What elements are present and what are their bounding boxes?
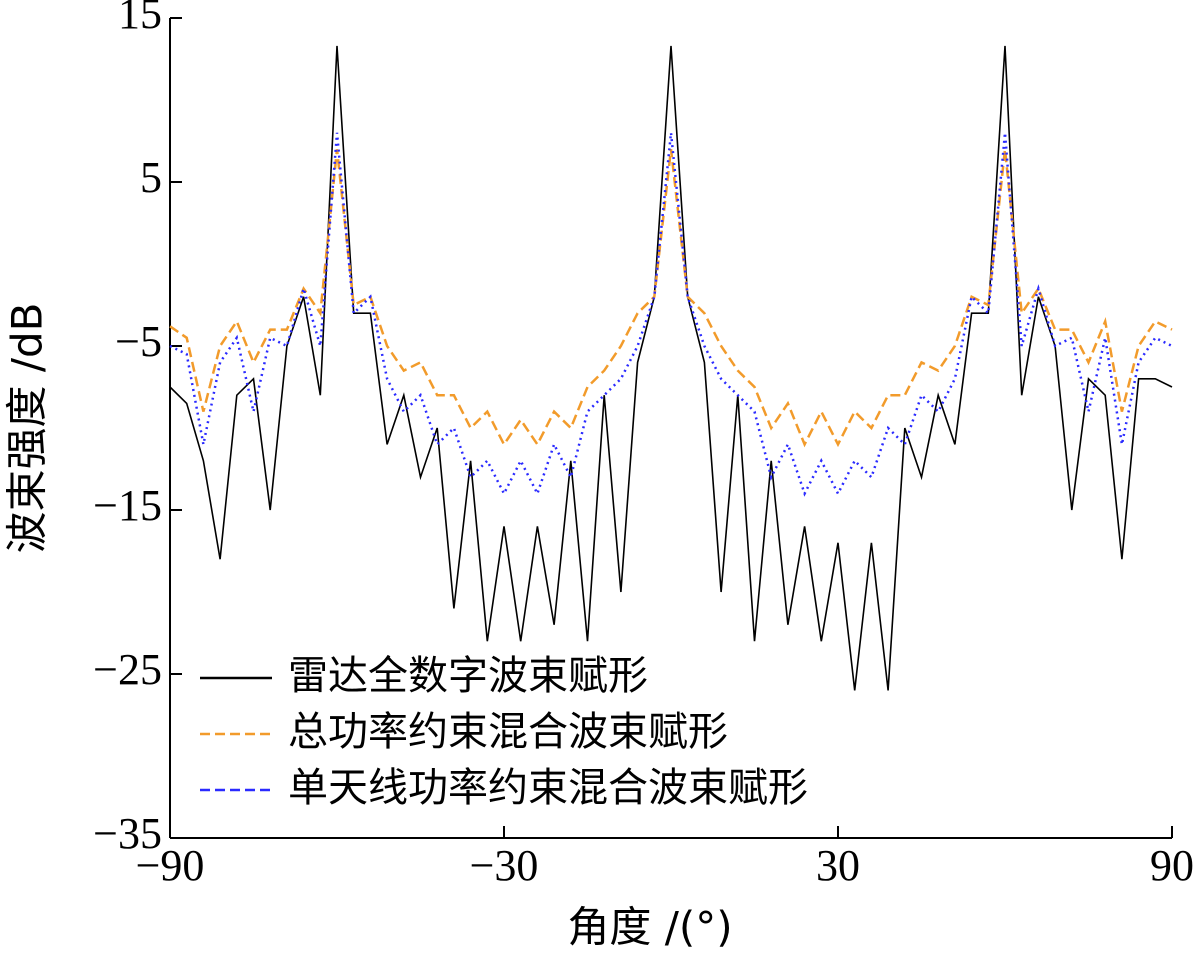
y-tick-label: −15 (93, 481, 162, 530)
x-axis-label: 角度 /(°) (567, 903, 732, 952)
series-line (169, 132, 1173, 497)
y-tick-label: 5 (140, 153, 162, 202)
legend-label: 单天线功率约束混合波束赋形 (288, 765, 808, 811)
legend-label: 总功率约束混合波束赋形 (288, 709, 728, 755)
series-line (169, 149, 1173, 448)
y-tick-label: −5 (115, 317, 162, 366)
series-line (169, 45, 1173, 691)
y-tick-label: −35 (93, 809, 162, 858)
x-tick-label: 30 (816, 841, 860, 890)
y-axis-label: 波束强度 /dB (3, 303, 52, 554)
x-tick-label: −90 (136, 841, 205, 890)
x-tick-label: −30 (470, 841, 539, 890)
y-tick-label: −25 (93, 645, 162, 694)
legend-label: 雷达全数字波束赋形 (288, 653, 648, 699)
y-tick-label: 15 (118, 0, 162, 38)
x-tick-label: 90 (1150, 841, 1194, 890)
